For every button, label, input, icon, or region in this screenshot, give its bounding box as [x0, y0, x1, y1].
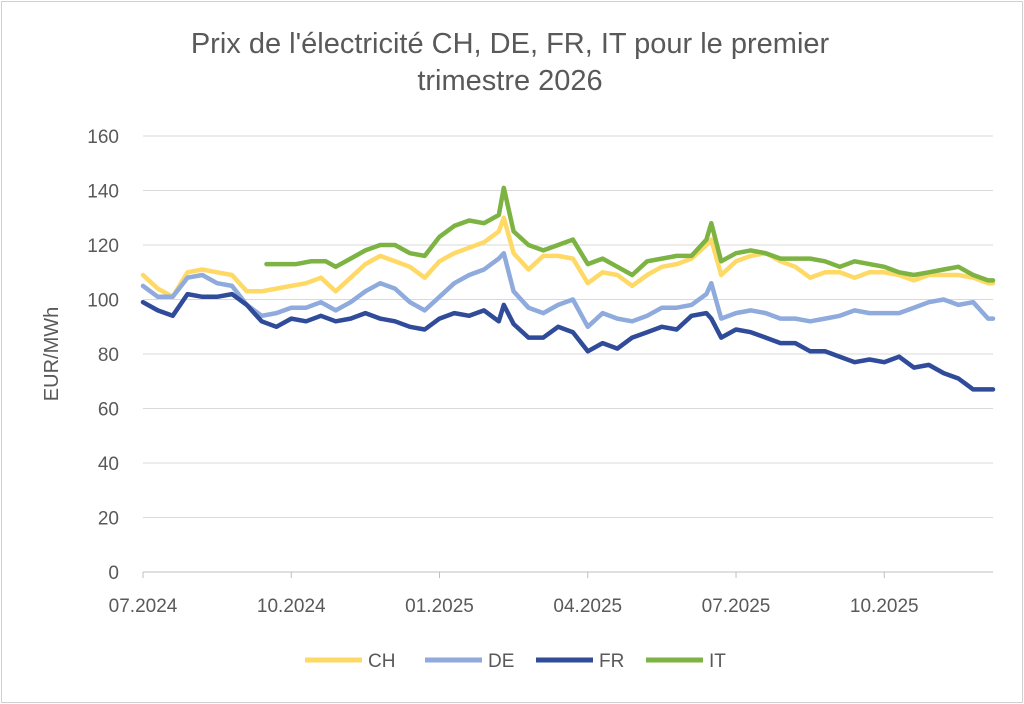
series-line-de: [140, 250, 996, 330]
series-line-ch: [140, 215, 996, 300]
series-line-it: [264, 185, 996, 283]
x-tick-label: 07.2025: [702, 596, 771, 617]
x-tick-label: 04.2025: [553, 596, 622, 617]
y-tick-label: 80: [98, 345, 119, 366]
legend: CH DE FR IT: [305, 651, 726, 672]
y-tick-label: 40: [98, 454, 119, 475]
x-tick-label: 01.2025: [405, 596, 474, 617]
x-tick-label: 10.2025: [850, 596, 919, 617]
y-axis-ticks: 0 20 40 60 80 100 120 140 160: [87, 127, 119, 584]
legend-label-ch: CH: [368, 651, 395, 672]
y-axis-label: EUR/MWh: [41, 307, 63, 401]
x-tick-label: 07.2024: [109, 596, 178, 617]
chart-title: Prix de l'électricité CH, DE, FR, IT pou…: [190, 28, 830, 97]
y-tick-label: 100: [87, 291, 119, 312]
y-tick-label: 160: [87, 127, 119, 148]
y-tick-label: 60: [98, 400, 119, 421]
x-axis-ticks: 07.2024 10.2024 01.2025 04.2025 07.2025 10.20…: [109, 572, 919, 617]
series-lines: [140, 185, 996, 392]
legend-label-de: DE: [488, 651, 514, 672]
series-line-fr: [140, 291, 996, 392]
gridlines: [143, 135, 993, 573]
y-tick-label: 0: [108, 563, 119, 584]
x-tick-label: 10.2024: [257, 596, 326, 617]
y-tick-label: 120: [87, 236, 119, 257]
legend-label-fr: FR: [599, 651, 624, 672]
legend-label-it: IT: [709, 651, 726, 672]
y-tick-label: 20: [98, 509, 119, 530]
y-tick-label: 140: [87, 182, 119, 203]
